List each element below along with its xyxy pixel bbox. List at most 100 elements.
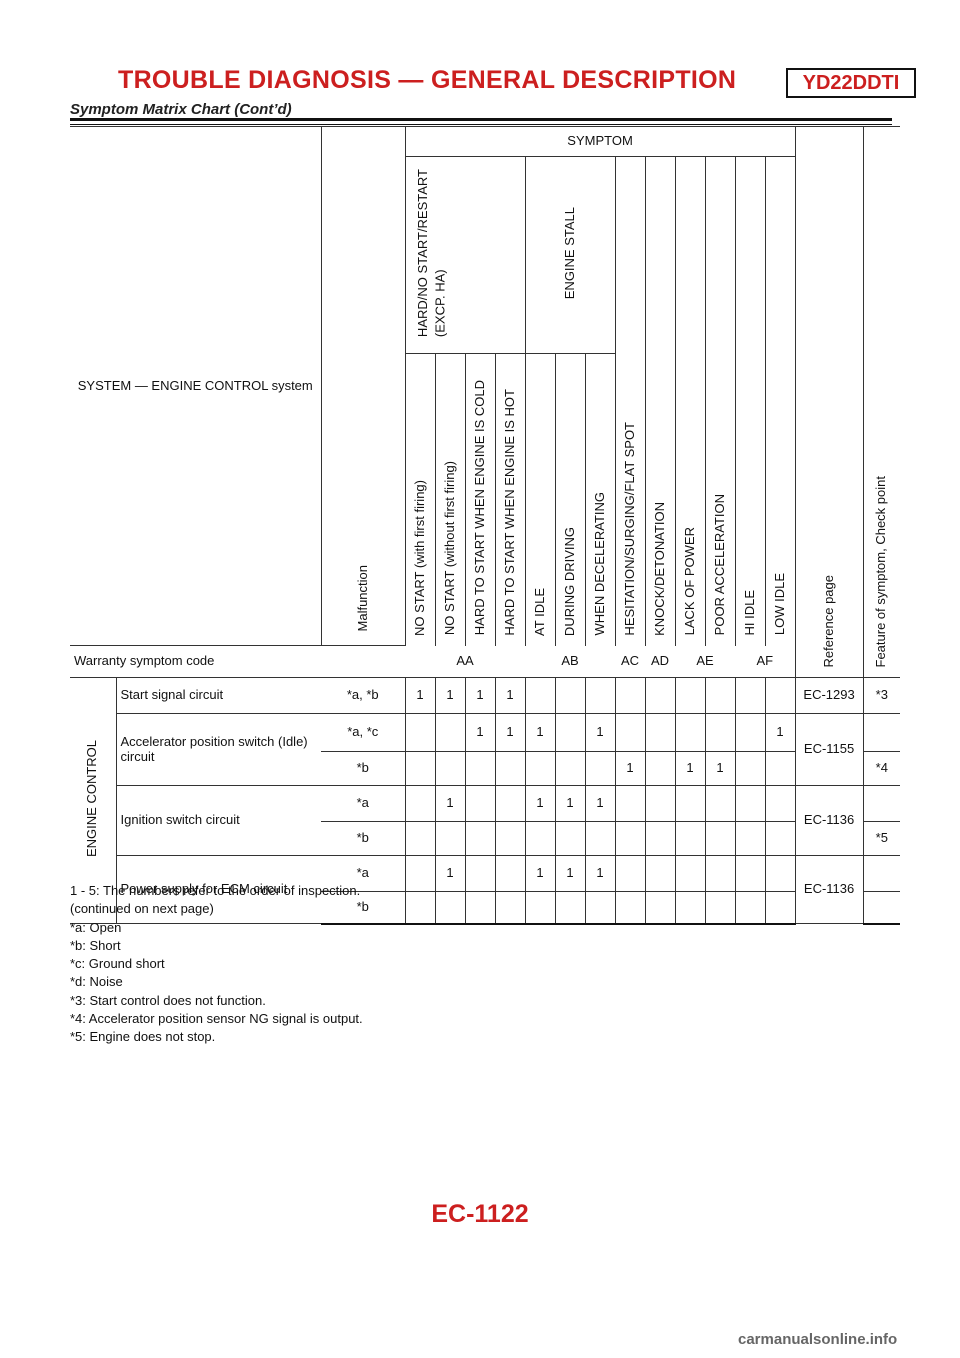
matrix-cell: [494, 751, 526, 786]
table-row: *b 1 1 1 *4: [70, 751, 901, 786]
symptom-label-10: POOR ACCELERATION: [711, 494, 727, 636]
header-rule-thin: [70, 124, 892, 125]
matrix-cell: [404, 891, 436, 925]
matrix-cell: [734, 785, 766, 822]
malfunction-cell: *a, *c: [321, 713, 406, 752]
matrix-cell: 1: [494, 713, 526, 752]
matrix-cell: 1: [584, 785, 616, 822]
symptom-label-9: LACK OF POWER: [681, 527, 697, 636]
symptom-label-2: HARD TO START WHEN ENGINE IS COLD: [471, 380, 487, 636]
footnote: 1 - 5: The numbers refer to the order of…: [70, 883, 361, 898]
reference-cell: EC-1155: [794, 713, 864, 786]
matrix-cell: [764, 821, 796, 856]
matrix-cell: [404, 713, 436, 752]
matrix-cell: [704, 891, 736, 925]
matrix-cell: [494, 891, 526, 925]
feature-cell: *3: [862, 677, 901, 714]
code-cell-af: AF: [735, 645, 796, 678]
feature-cell: [862, 785, 901, 822]
matrix-cell: [734, 821, 766, 856]
matrix-cell: [464, 891, 496, 925]
footnote: *a: Open: [70, 919, 122, 935]
matrix-cell: [704, 677, 736, 714]
matrix-cell: [644, 751, 676, 786]
matrix-cell: [584, 821, 616, 856]
matrix-cell: [584, 751, 616, 786]
matrix-cell: 1: [674, 751, 706, 786]
matrix-cell: 1: [554, 785, 586, 822]
symptom-label-12: LOW IDLE: [771, 573, 787, 636]
reference-header-cell: Reference page: [794, 126, 864, 678]
matrix-cell: 1: [614, 751, 646, 786]
symptom-col-1: NO START (without first firing): [434, 353, 466, 646]
page-number: EC-1122: [431, 1200, 529, 1228]
matrix-cell: [704, 785, 736, 822]
table-row: ENGINE CONTROL Start signal circuit *a, …: [70, 677, 901, 924]
matrix-cell: 1: [704, 751, 736, 786]
footnote: *c: Ground short: [70, 956, 165, 972]
matrix-cell: [614, 713, 646, 752]
reference-cell: EC-1136: [794, 855, 864, 924]
group-engine-control-cell: ENGINE CONTROL: [70, 677, 117, 924]
code-cell-ae: AE: [675, 645, 735, 678]
system-cell: Power supply for ECM circuit: [115, 855, 321, 924]
code-aa: AA: [456, 652, 474, 668]
matrix-cell: [464, 751, 496, 786]
matrix-cell: [404, 821, 436, 856]
symptom-header-cell: SYMPTOM: [404, 126, 796, 157]
feature-note: *5: [875, 830, 888, 846]
reference-page: EC-1155: [803, 741, 855, 757]
matrix-cell: [524, 751, 556, 786]
warranty-label: Warranty symptom code: [74, 653, 215, 669]
symptom-col-7: HESITATION/SURGING/FLAT SPOT: [614, 156, 646, 646]
symptom-matrix-table: SYSTEM — ENGINE CONTROL system Malfuncti…: [70, 126, 901, 925]
matrix-cell: [674, 855, 706, 892]
symptom-col-3: HARD TO START WHEN ENGINE IS HOT: [494, 353, 526, 646]
matrix-cell: [764, 855, 796, 892]
symptom-col-4: AT IDLE: [524, 353, 556, 646]
malfunction-code: *b: [356, 898, 369, 914]
malfunction-code: *b: [356, 830, 369, 846]
symptom-label-7: HESITATION/SURGING/FLAT SPOT: [621, 422, 637, 636]
matrix-cell: 1: [434, 785, 466, 822]
matrix-cell: [704, 713, 736, 752]
malfunction-code: *b: [356, 760, 369, 776]
matrix-cell: [674, 785, 706, 822]
model-badge: YD22DDTI: [786, 68, 916, 98]
matrix-cell: [764, 751, 796, 786]
table-row: Ignition switch circuit *a 1 1 1 1 EC-11…: [70, 785, 901, 856]
code-ac: AC: [620, 652, 640, 668]
group-engine-stall-label: ENGINE STALL: [561, 206, 577, 300]
section-title: TROUBLE DIAGNOSIS — GENERAL DESCRIPTION: [118, 66, 737, 94]
matrix-cell: [674, 713, 706, 752]
matrix-cell: [434, 891, 466, 925]
matrix-cell: 1: [464, 677, 496, 714]
matrix-cell: 1: [464, 713, 496, 752]
matrix-cell: [524, 821, 556, 856]
symptom-col-2: HARD TO START WHEN ENGINE IS COLD: [464, 353, 496, 646]
code-cell-aa: AA: [405, 645, 525, 678]
system-cell: Accelerator position switch (Idle) circu…: [115, 713, 321, 786]
page-subtitle: Symptom Matrix Chart (Cont’d): [70, 101, 292, 118]
matrix-cell: [674, 677, 706, 714]
symptom-label-3: HARD TO START WHEN ENGINE IS HOT: [501, 389, 517, 636]
matrix-cell: [764, 677, 796, 714]
matrix-cell: [644, 855, 676, 892]
feature-label: Feature of symptom, Check point: [873, 475, 889, 668]
symptom-label-1: NO START (without first firing): [441, 461, 457, 636]
matrix-cell: 1: [584, 855, 616, 892]
system-name: Power supply for ECM circuit: [120, 881, 288, 897]
matrix-cell: [734, 713, 766, 752]
table-row: *b *5: [70, 821, 901, 856]
matrix-cell: 1: [434, 677, 466, 714]
matrix-cell: [704, 855, 736, 892]
matrix-cell: 1: [524, 855, 556, 892]
malfunction-header-cell: Malfunction: [320, 126, 406, 646]
symptom-label-6: WHEN DECELERATING: [591, 492, 607, 636]
table-row: Power supply for ECM circuit *a 1 1 1 1 …: [70, 855, 901, 924]
symptom-label-8: KNOCK/DETONATION: [651, 501, 667, 636]
feature-header-cell: Feature of symptom, Check point: [862, 126, 901, 678]
matrix-cell: [644, 677, 676, 714]
matrix-cell: [554, 677, 586, 714]
matrix-cell: [614, 677, 646, 714]
